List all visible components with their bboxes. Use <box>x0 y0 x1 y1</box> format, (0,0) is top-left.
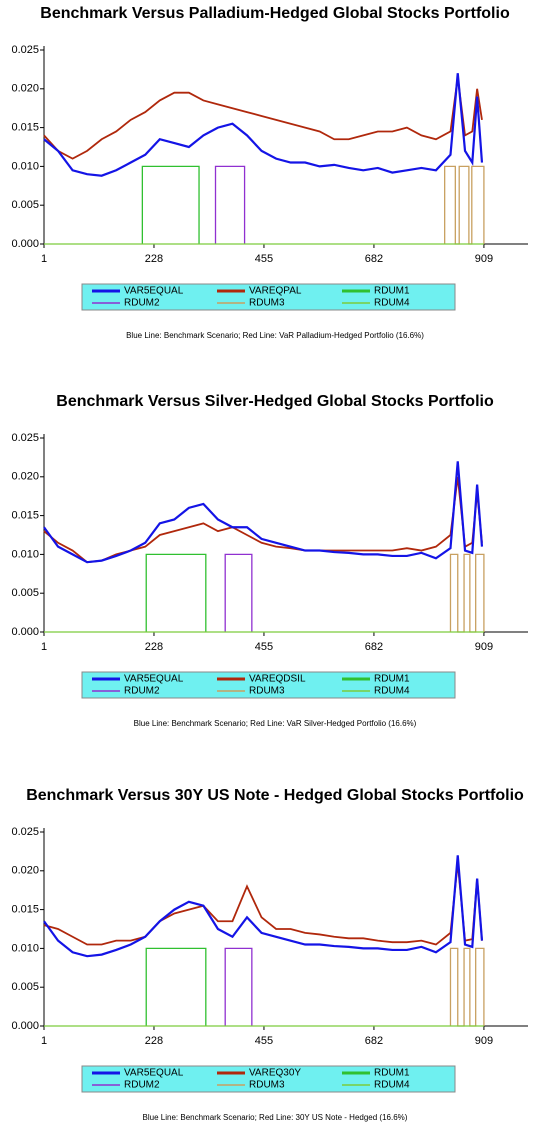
series-line <box>145 553 207 632</box>
x-tick-label: 1 <box>41 1035 47 1047</box>
legend-label: VAR5EQUAL <box>124 286 184 297</box>
series-line <box>444 165 485 245</box>
x-tick-label: 1 <box>41 253 47 265</box>
legend-label: RDUM3 <box>249 1080 285 1091</box>
legend-box <box>81 1065 456 1093</box>
chart-title: Benchmark Versus 30Y US Note - Hedged Gl… <box>26 787 524 804</box>
x-tick-label: 682 <box>365 641 383 653</box>
caption: Blue Line: Benchmark Scenario; Red Line:… <box>126 331 424 340</box>
series-line <box>141 165 200 244</box>
series-line <box>449 553 485 633</box>
legend-label: VAREQPAL <box>249 286 302 297</box>
chart-title: Benchmark Versus Palladium-Hedged Global… <box>40 5 510 22</box>
y-tick-label: 0.005 <box>11 981 39 993</box>
legend-label: RDUM3 <box>249 298 285 309</box>
y-tick-label: 0.020 <box>11 471 39 483</box>
x-tick-label: 682 <box>365 253 383 265</box>
y-tick-label: 0.000 <box>11 1020 39 1032</box>
x-tick-label: 909 <box>475 1035 493 1047</box>
y-tick-label: 0.005 <box>11 199 39 211</box>
y-tick-label: 0.010 <box>11 942 39 954</box>
series-line <box>43 73 484 177</box>
legend-label: RDUM2 <box>124 686 160 697</box>
legend-label: RDUM1 <box>374 674 410 685</box>
legend-label: VAREQDSIL <box>249 674 306 685</box>
series-line <box>224 947 253 1026</box>
legend-label: RDUM2 <box>124 1080 160 1091</box>
legend-box <box>81 283 456 311</box>
y-tick-label: 0.015 <box>11 122 39 134</box>
x-tick-label: 909 <box>475 253 493 265</box>
x-tick-label: 455 <box>255 1035 273 1047</box>
x-tick-label: 909 <box>475 641 493 653</box>
legend-label: VAR5EQUAL <box>124 1068 184 1079</box>
y-tick-label: 0.005 <box>11 587 39 599</box>
y-tick-label: 0.020 <box>11 865 39 877</box>
caption: Blue Line: Benchmark Scenario; Red Line:… <box>134 719 417 728</box>
legend-label: RDUM3 <box>249 686 285 697</box>
series-line <box>224 553 253 632</box>
series-line <box>449 947 485 1027</box>
x-tick-label: 1 <box>41 641 47 653</box>
legend-label: RDUM4 <box>374 1080 410 1091</box>
series-line <box>43 855 484 958</box>
y-tick-label: 0.000 <box>11 238 39 250</box>
series-line <box>43 476 483 564</box>
y-tick-label: 0.010 <box>11 548 39 560</box>
y-tick-label: 0.015 <box>11 510 39 522</box>
series-line <box>145 947 207 1026</box>
y-tick-label: 0.000 <box>11 626 39 638</box>
x-tick-label: 455 <box>255 253 273 265</box>
x-tick-label: 228 <box>145 1035 163 1047</box>
x-tick-label: 228 <box>145 641 163 653</box>
y-tick-label: 0.025 <box>11 826 39 838</box>
legend-label: RDUM1 <box>374 286 410 297</box>
legend-label: RDUM2 <box>124 298 160 309</box>
y-tick-label: 0.020 <box>11 83 39 95</box>
legend-label: VAREQ30Y <box>249 1068 301 1079</box>
series-line <box>43 461 484 564</box>
legend-label: VAR5EQUAL <box>124 674 184 685</box>
caption: Blue Line: Benchmark Scenario; Red Line:… <box>143 1113 408 1122</box>
legend-label: RDUM1 <box>374 1068 410 1079</box>
series-line <box>43 862 483 946</box>
legend-label: RDUM4 <box>374 298 410 309</box>
legend-box <box>81 671 456 699</box>
y-tick-label: 0.025 <box>11 432 39 444</box>
y-tick-label: 0.025 <box>11 44 39 56</box>
x-tick-label: 682 <box>365 1035 383 1047</box>
chart-title: Benchmark Versus Silver-Hedged Global St… <box>56 393 494 410</box>
x-tick-label: 228 <box>145 253 163 265</box>
series-line <box>43 77 483 160</box>
y-tick-label: 0.010 <box>11 160 39 172</box>
legend-label: RDUM4 <box>374 686 410 697</box>
x-tick-label: 455 <box>255 641 273 653</box>
y-tick-label: 0.015 <box>11 904 39 916</box>
series-line <box>214 165 246 244</box>
